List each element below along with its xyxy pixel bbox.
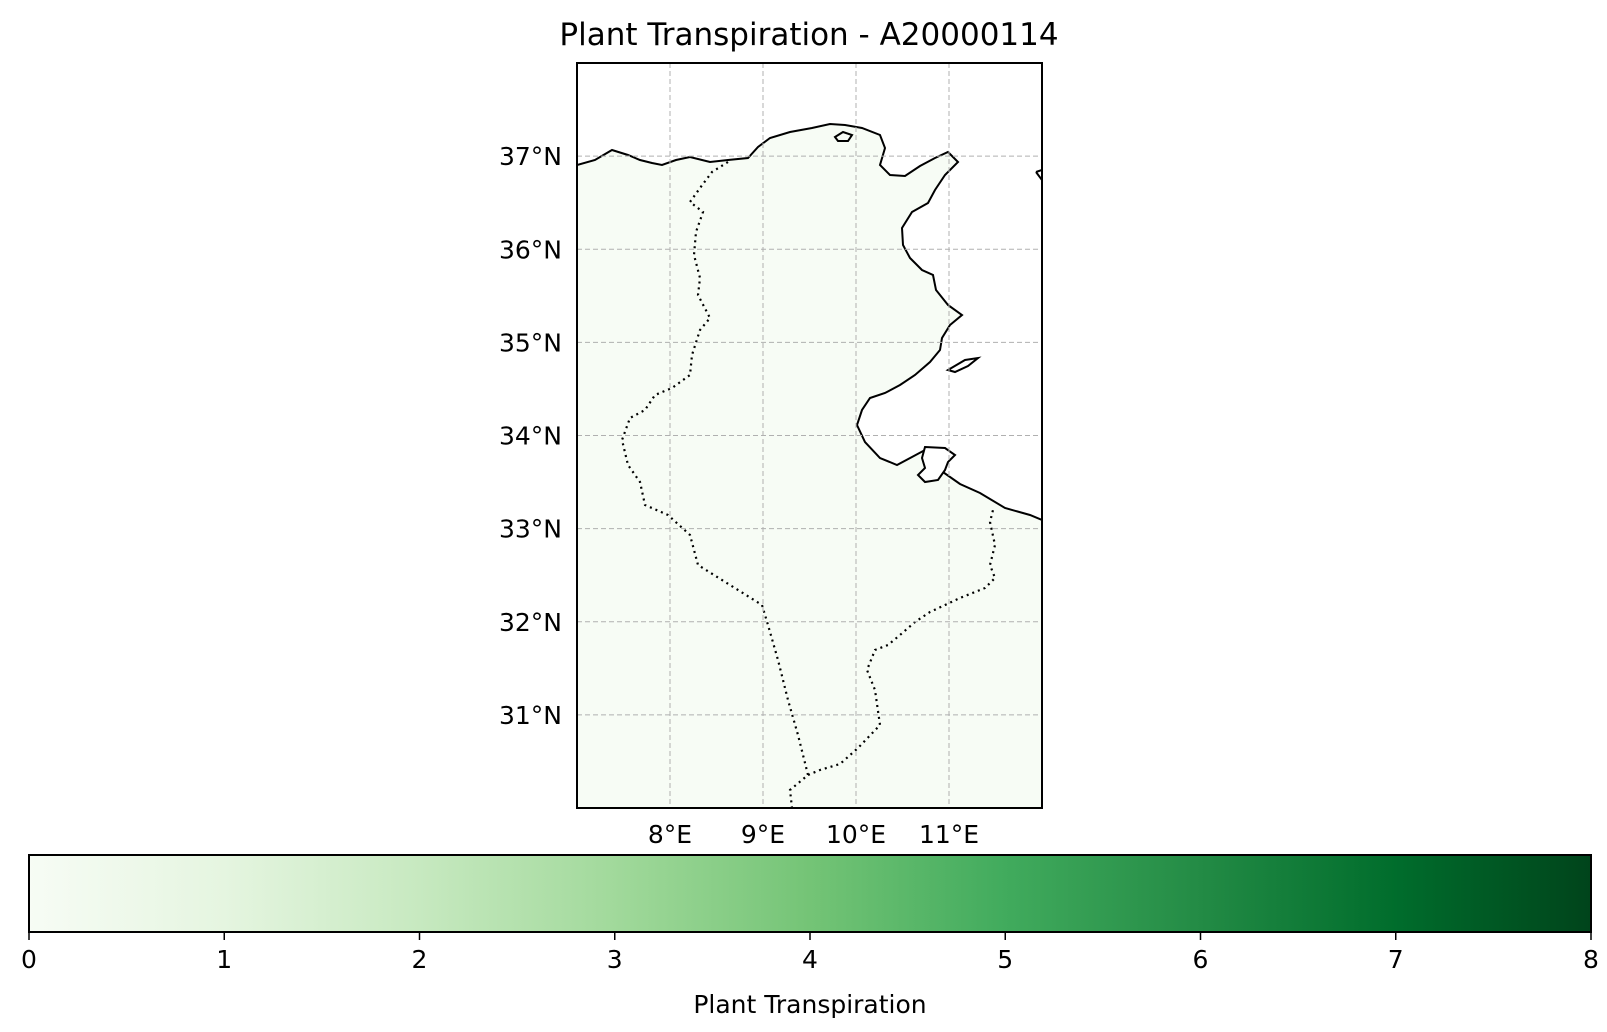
lat-label: 33°N: [499, 515, 562, 544]
colorbar-tick-label: 3: [607, 945, 623, 974]
longitude-labels: 8°E 9°E 10°E 11°E: [648, 820, 979, 849]
map-title: Plant Transpiration - A20000114: [559, 17, 1058, 53]
colorbar-tick-label: 0: [21, 945, 37, 974]
coastline: [577, 122, 1042, 521]
colorbar-gradient: [28, 854, 1592, 933]
colorbar-label: Plant Transpiration: [693, 990, 926, 1019]
gridlines: [577, 63, 1042, 808]
colorbar-tick-label: 4: [802, 945, 818, 974]
lat-label: 31°N: [499, 701, 562, 730]
colorbar-tick-label: 8: [1583, 945, 1599, 974]
lon-label: 9°E: [741, 820, 785, 849]
colorbar-ticks: 0 1 2 3 4 5 6 7 8: [21, 932, 1599, 974]
latitude-labels: 37°N 36°N 35°N 34°N 33°N 32°N 31°N: [499, 142, 562, 730]
colorbar: 0 1 2 3 4 5 6 7 8 Plant Transpiration: [21, 854, 1599, 1019]
lat-label: 37°N: [499, 142, 562, 171]
lat-label: 35°N: [499, 328, 562, 357]
colorbar-tick-label: 1: [216, 945, 232, 974]
map-frame: [576, 62, 1043, 809]
land-area: [577, 124, 1042, 808]
colorbar-tick-label: 7: [1388, 945, 1404, 974]
lon-label: 8°E: [648, 820, 692, 849]
lat-label: 36°N: [499, 235, 562, 264]
map-panel: 37°N 36°N 35°N 34°N 33°N 32°N 31°N 8°E 9°E 10°E 1…: [499, 62, 1043, 849]
colorbar-tick-label: 6: [1193, 945, 1209, 974]
lon-label: 11°E: [919, 820, 979, 849]
kerkennah-island: [945, 356, 982, 374]
colorbar-tick-label: 5: [997, 945, 1013, 974]
lat-label: 34°N: [499, 422, 562, 451]
lat-label: 32°N: [499, 608, 562, 637]
djerba-island: [916, 445, 957, 484]
colorbar-tick-label: 2: [412, 945, 428, 974]
lon-label: 10°E: [826, 820, 886, 849]
small-islet: [833, 130, 854, 142]
